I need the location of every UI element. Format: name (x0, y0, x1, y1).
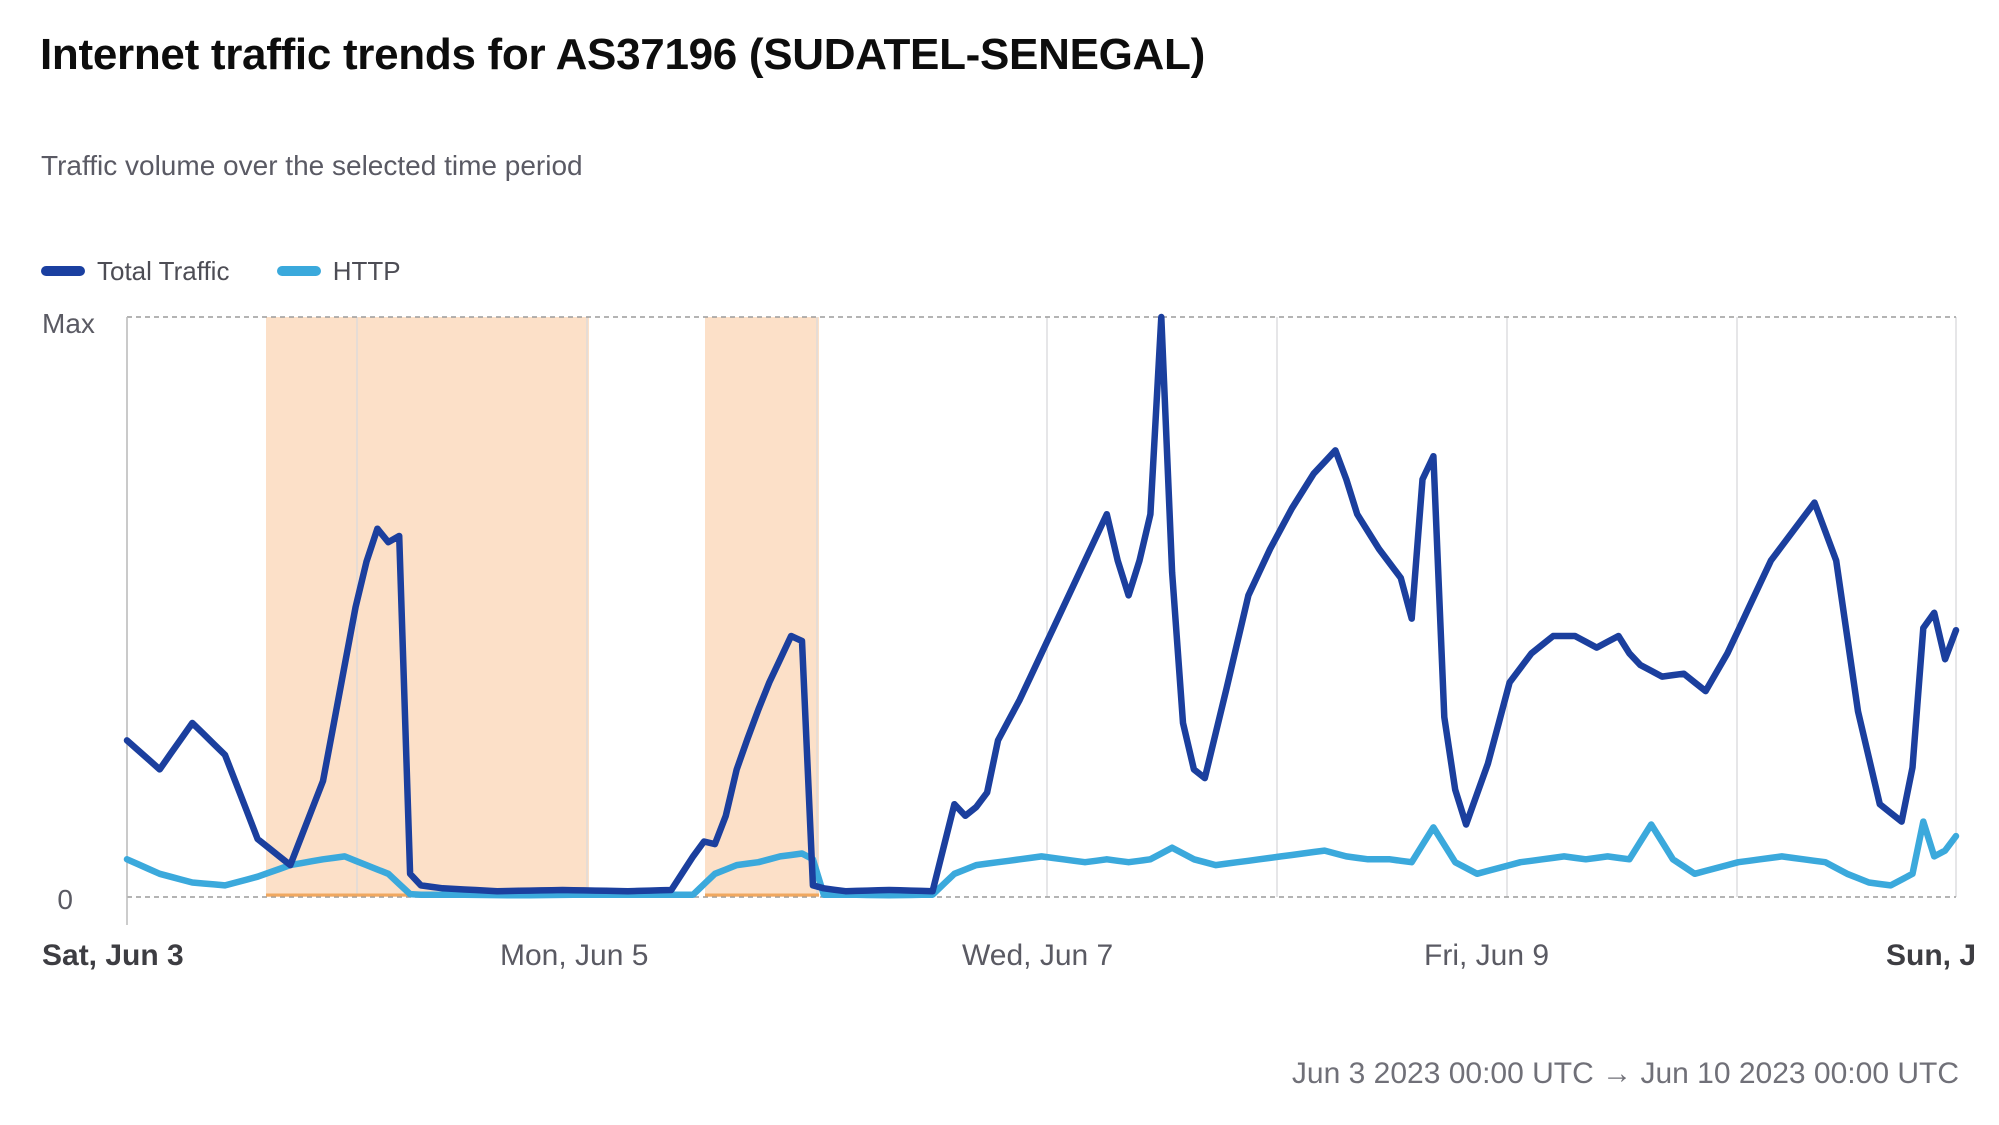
svg-text:Fri, Jun 9: Fri, Jun 9 (1424, 939, 1549, 972)
svg-text:Sun, J: Sun, J (1886, 939, 1976, 972)
svg-text:Wed, Jun 7: Wed, Jun 7 (962, 939, 1113, 972)
svg-text:Max: Max (42, 308, 95, 339)
svg-text:0: 0 (57, 884, 73, 915)
svg-text:Sat, Jun 3: Sat, Jun 3 (42, 939, 184, 972)
svg-text:Mon, Jun 5: Mon, Jun 5 (500, 939, 648, 972)
